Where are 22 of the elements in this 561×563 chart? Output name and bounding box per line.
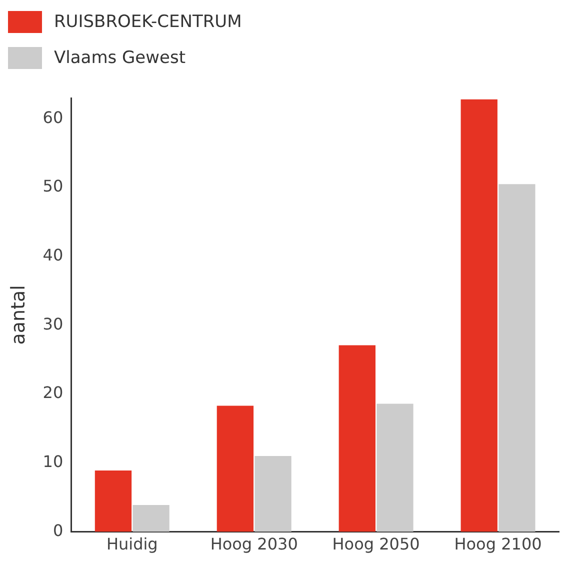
legend-label: RUISBROEK-CENTRUM [54, 12, 242, 32]
y-tick-label: 40 [42, 246, 64, 265]
y-tick-label: 60 [42, 108, 64, 127]
y-tick-label: 50 [42, 176, 64, 196]
bar [376, 404, 414, 532]
x-tick-label: Hoog 2100 [454, 534, 542, 554]
bar [338, 345, 376, 532]
legend-label: Vlaams Gewest [54, 48, 186, 68]
y-tick-label: 30 [42, 314, 64, 334]
bar [132, 504, 170, 532]
bar [254, 456, 292, 532]
bar [460, 99, 498, 532]
bar [498, 184, 536, 532]
y-tick-label: 10 [42, 452, 64, 472]
x-tick-label: Hoog 2050 [332, 534, 420, 554]
y-axis-title: aantal [7, 285, 30, 345]
x-tick-label: Huidig [106, 534, 158, 554]
bar [216, 406, 254, 532]
x-tick-label: Hoog 2030 [210, 534, 298, 554]
y-tick-label: 0 [52, 520, 64, 540]
y-tick-label: 20 [42, 383, 64, 402]
bar [94, 470, 132, 532]
